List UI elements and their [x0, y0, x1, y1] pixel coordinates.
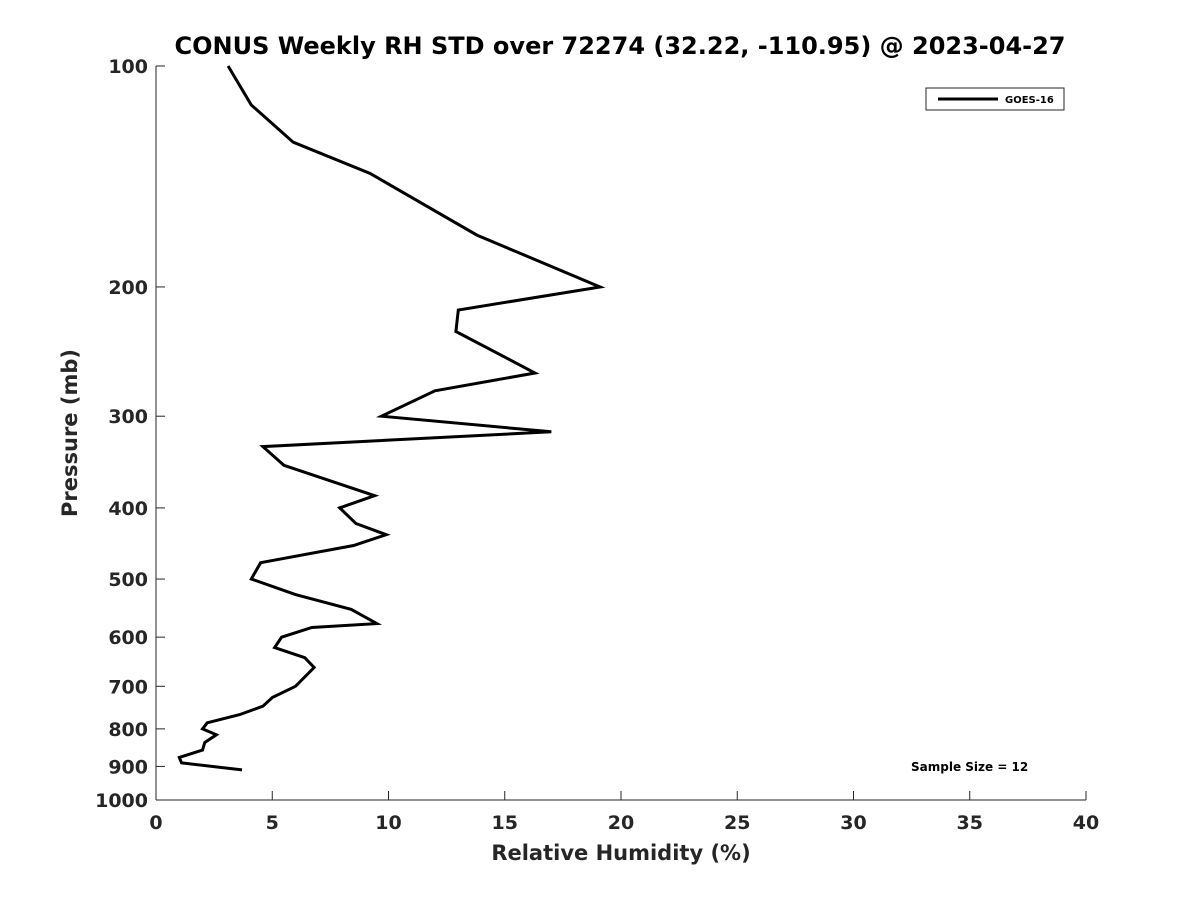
y-tick-label: 500 [108, 569, 148, 591]
series-line-goes16 [177, 65, 606, 772]
legend: GOES-16 [925, 87, 1065, 111]
x-tick-label: 10 [375, 812, 401, 834]
y-tick-label: 800 [108, 719, 148, 741]
chart-title: CONUS Weekly RH STD over 72274 (32.22, -… [174, 32, 1065, 60]
y-tick-label: 600 [108, 627, 148, 649]
x-tick-label: 5 [266, 812, 279, 834]
y-tick-label: 200 [108, 277, 148, 299]
x-tick-label: 40 [1073, 812, 1099, 834]
y-tick-label: 100 [108, 56, 148, 78]
y-ticks: 100 200 300 400 500 600 700 800 900 1000 [95, 56, 165, 812]
y-tick-label: 700 [108, 676, 148, 698]
y-tick-label: 900 [108, 756, 148, 778]
x-tick-label: 20 [608, 812, 634, 834]
x-tick-label: 30 [840, 812, 866, 834]
y-tick-label: 1000 [95, 790, 148, 812]
y-tick-label: 300 [108, 406, 148, 428]
x-tick-label: 25 [724, 812, 750, 834]
x-tick-label: 15 [492, 812, 518, 834]
x-axis-label: Relative Humidity (%) [491, 841, 750, 865]
x-ticks: 0 5 10 15 20 25 30 35 40 [149, 791, 1099, 834]
x-tick-label: 0 [149, 812, 162, 834]
x-tick-label: 35 [957, 812, 983, 834]
y-tick-label: 400 [108, 498, 148, 520]
y-axis-label: Pressure (mb) [58, 349, 82, 517]
axes [155, 66, 1086, 801]
plot-lines [177, 65, 606, 772]
legend-label-goes16: GOES-16 [1005, 95, 1054, 106]
sample-size-label: Sample Size = 12 [911, 760, 1028, 774]
